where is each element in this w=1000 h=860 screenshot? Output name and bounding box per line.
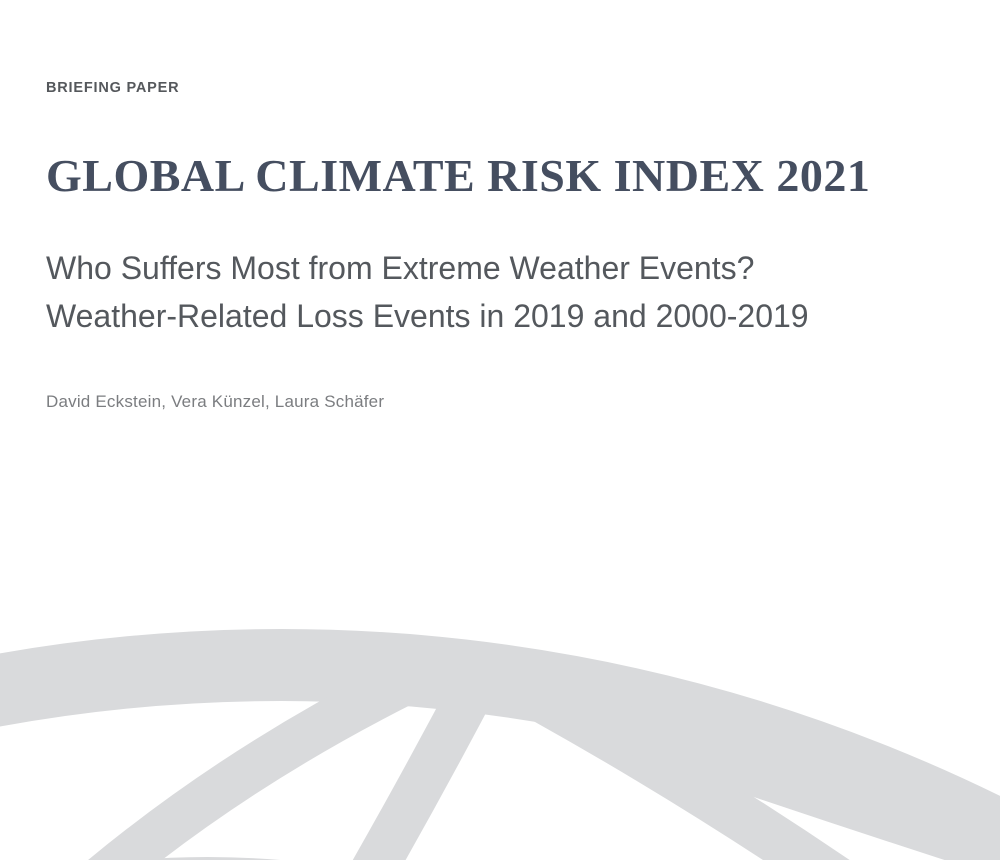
page-subtitle: Who Suffers Most from Extreme Weather Ev…	[46, 244, 809, 340]
subtitle-line-1: Who Suffers Most from Extreme Weather Ev…	[46, 250, 755, 286]
subtitle-line-2: Weather-Related Loss Events in 2019 and …	[46, 298, 809, 334]
page-title: GLOBAL CLIMATE RISK INDEX 2021	[46, 150, 871, 201]
document-type-label: BRIEFING PAPER	[46, 80, 180, 96]
authors-line: David Eckstein, Vera Künzel, Laura Schäf…	[46, 392, 385, 411]
